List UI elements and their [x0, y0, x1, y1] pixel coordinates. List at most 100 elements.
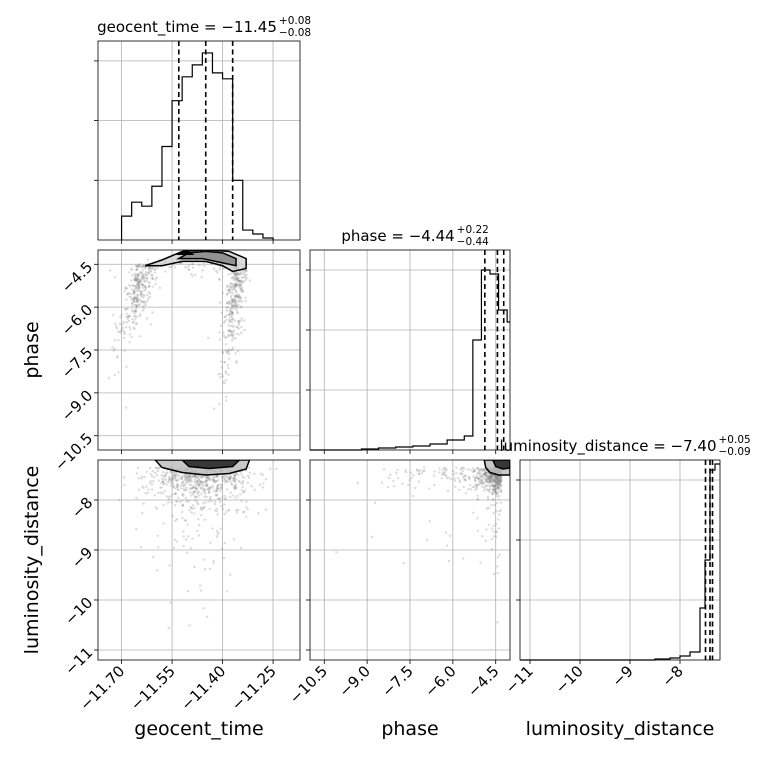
scatter-point [135, 279, 138, 282]
scatter-point [228, 288, 231, 291]
scatter-point [219, 360, 223, 363]
scatter-point [211, 479, 215, 483]
scatter-point [481, 481, 485, 485]
scatter-point [239, 271, 243, 275]
scatter-point [223, 320, 227, 323]
scatter-point [164, 474, 168, 477]
scatter-point [488, 475, 491, 478]
scatter-point [231, 291, 235, 295]
scatter-point [134, 309, 138, 313]
scatter-point [136, 283, 140, 286]
scatter-point [495, 485, 498, 488]
scatter-point [134, 268, 138, 272]
scatter-point [138, 314, 142, 318]
scatter-point [134, 264, 138, 268]
scatter-point [227, 300, 230, 304]
scatter-point [137, 274, 140, 277]
scatter-point [213, 502, 217, 506]
scatter-point [158, 286, 162, 290]
scatter-point [147, 281, 150, 284]
scatter-point [212, 489, 216, 493]
scatter-point [214, 269, 218, 273]
contour-core-phase-geocent-group [176, 250, 195, 256]
scatter-point [194, 480, 198, 484]
scatter-point [499, 509, 502, 512]
scatter-point [212, 407, 216, 410]
scatter-point [223, 360, 226, 364]
scatter-point [495, 479, 499, 482]
scatter-point [230, 281, 233, 285]
scatter-point [188, 474, 192, 477]
scatter-point [234, 289, 237, 292]
scatter-point [499, 489, 503, 492]
scatter-point [208, 486, 212, 490]
scatter-point [499, 480, 502, 484]
scatter-point [188, 474, 192, 477]
scatter-point [198, 482, 201, 485]
scatter-point [130, 288, 134, 291]
scatter-point [190, 506, 193, 510]
scatter-point [135, 303, 138, 307]
scatter-point [141, 293, 145, 296]
scatter-point [495, 480, 499, 483]
scatter-point [492, 475, 496, 478]
scatter-point [492, 524, 496, 527]
scatter-point [494, 479, 497, 483]
scatter-point [233, 477, 236, 480]
scatter-point [259, 472, 263, 475]
scatter-point [445, 474, 448, 477]
scatter-point [476, 498, 479, 501]
scatter-point [235, 285, 238, 289]
scatter-point [136, 287, 139, 290]
scatter-point [140, 475, 144, 478]
scatter-point [261, 486, 265, 489]
scatter-point [198, 483, 201, 486]
scatter-point [234, 352, 237, 355]
scatter-point [223, 360, 226, 364]
contour-layer [144, 250, 510, 476]
scatter-point [241, 479, 245, 483]
scatter-point [130, 267, 133, 270]
scatter-point [498, 486, 501, 490]
scatter-point [495, 483, 498, 486]
scatter-point [133, 303, 136, 307]
scatter-point [228, 312, 231, 316]
scatter-point [124, 286, 127, 289]
scatter-point [497, 510, 501, 513]
scatter-point [186, 500, 190, 503]
scatter-point [166, 471, 169, 474]
scatter-point [499, 480, 502, 484]
scatter-point [226, 305, 229, 309]
scatter-point [189, 483, 193, 487]
scatter-point [132, 326, 135, 329]
scatter-point [224, 481, 227, 484]
scatter-point [181, 516, 184, 520]
scatter-point [163, 481, 166, 485]
scatter-point [480, 480, 484, 484]
scatter-point [227, 350, 231, 353]
scatter-point [425, 538, 429, 542]
scatter-point [176, 485, 180, 488]
scatter-point [137, 293, 140, 296]
scatter-point [227, 330, 230, 333]
scatter-point [233, 478, 236, 482]
scatter-point [136, 300, 140, 303]
scatter-point [195, 488, 198, 491]
scatter-point [135, 268, 139, 271]
scatter-point [174, 478, 177, 481]
scatter-point [484, 480, 487, 484]
scatter-group-ld-geocent [118, 466, 278, 660]
scatter-point [225, 292, 229, 296]
x-axis-label-luminosity_distance: luminosity_distance [526, 718, 715, 740]
scatter-point [229, 491, 232, 494]
scatter-point [184, 538, 188, 541]
scatter-point [217, 483, 220, 486]
scatter-point [146, 272, 149, 275]
scatter-point [167, 626, 171, 630]
scatter-point [189, 478, 193, 481]
scatter-point [242, 490, 245, 494]
scatter-point [136, 277, 140, 280]
scatter-point [182, 483, 185, 487]
scatter-point [484, 539, 488, 543]
scatter-point [133, 278, 136, 282]
